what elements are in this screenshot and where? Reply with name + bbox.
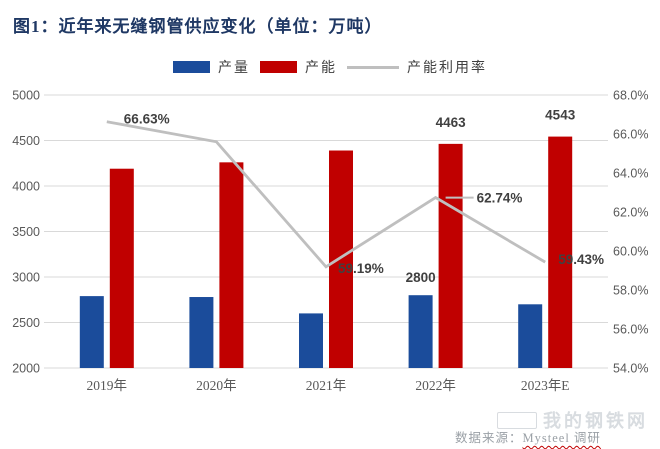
bar-capacity-2020年 — [219, 162, 244, 368]
capacity-swatch-icon — [260, 61, 297, 73]
x-axis-category-label: 2022年 — [415, 378, 456, 393]
right-axis-tick-label: 56.0% — [613, 323, 648, 337]
left-axis-tick-label: 3500 — [12, 225, 40, 239]
left-axis-tick-label: 2000 — [12, 362, 40, 376]
left-axis-tick-label: 2500 — [12, 316, 40, 330]
bar-production-2020年 — [189, 297, 214, 368]
chart-title: 图1：近年来无缝钢管供应变化（单位：万吨） — [13, 17, 383, 36]
right-axis-tick-label: 66.0% — [613, 128, 648, 142]
capacity-data-label: 4543 — [545, 108, 576, 123]
right-axis-tick-label: 62.0% — [613, 206, 648, 220]
legend-item-utilization: 产能利用率 — [347, 57, 487, 77]
legend-label-production: 产量 — [218, 61, 250, 76]
bar-capacity-2022年 — [438, 143, 463, 368]
bar-capacity-2023年E — [548, 136, 573, 368]
left-axis-tick-label: 4000 — [12, 180, 40, 194]
chart-legend: 产量 产能 产能利用率 — [0, 57, 660, 77]
bar-capacity-2019年 — [109, 168, 134, 368]
x-axis-category-label: 2019年 — [87, 378, 128, 393]
right-axis-tick-label: 54.0% — [613, 362, 648, 376]
bar-production-2021年 — [299, 313, 323, 368]
data-source-prefix: 数据来源： — [455, 431, 523, 445]
capacity-data-label: 4463 — [436, 115, 467, 130]
bar-production-2022年 — [408, 295, 433, 368]
left-axis-tick-label: 5000 — [12, 89, 40, 103]
bar-capacity-2021年 — [329, 150, 353, 368]
data-source-name: Mysteel 调研 — [522, 431, 601, 445]
production-swatch-icon — [173, 61, 210, 73]
left-axis-tick-label: 3000 — [12, 271, 40, 285]
data-source: 数据来源：Mysteel 调研 — [455, 427, 601, 446]
utilization-line-swatch-icon — [347, 65, 399, 69]
right-axis-tick-label: 60.0% — [613, 245, 648, 259]
legend-item-production: 产量 — [173, 57, 250, 77]
bar-production-2019年 — [79, 296, 104, 368]
x-axis-category-label: 2021年 — [306, 378, 347, 393]
production-data-label: 2800 — [406, 270, 436, 285]
utilization-data-label: 62.74% — [477, 191, 523, 206]
utilization-line — [106, 120, 546, 269]
legend-label-utilization: 产能利用率 — [407, 61, 487, 76]
bar-production-2023年E — [518, 304, 543, 368]
right-axis-tick-label: 68.0% — [613, 89, 648, 103]
utilization-data-label: 59.43% — [558, 252, 604, 267]
utilization-data-label: 66.63% — [124, 112, 170, 127]
utilization-data-label: 59.19% — [338, 261, 384, 276]
right-axis-tick-label: 58.0% — [613, 284, 648, 298]
right-axis-tick-label: 64.0% — [613, 167, 648, 181]
legend-item-capacity: 产能 — [260, 57, 337, 77]
legend-label-capacity: 产能 — [305, 61, 337, 76]
left-axis-tick-label: 4500 — [12, 134, 40, 148]
x-axis-category-label: 2023年E — [521, 378, 570, 393]
x-axis-category-label: 2020年 — [196, 378, 237, 393]
